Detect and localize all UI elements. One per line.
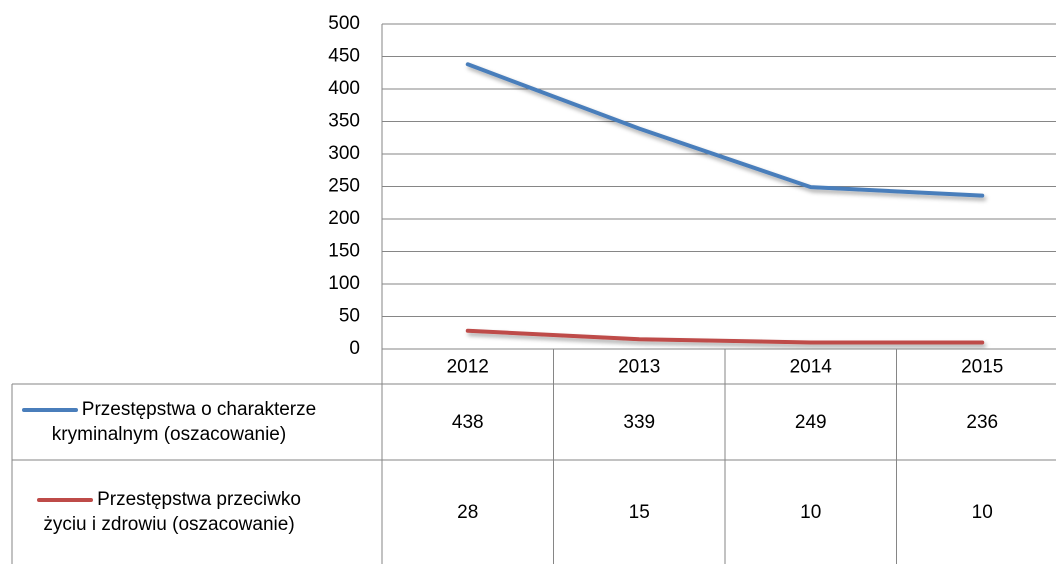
y-tick-label: 200 [328,208,360,229]
table-value: 28 [457,502,478,523]
legend-key [21,407,78,412]
y-tick-label: 150 [328,241,360,262]
table-value: 15 [629,502,650,523]
y-tick-label: 450 [328,46,360,67]
y-tick-label: 100 [328,273,360,294]
x-tick-label: 2012 [447,357,489,378]
legend-label: Przestępstwa o charakterze kryminalnym (… [51,399,317,445]
y-tick-label: 0 [349,338,360,359]
series-line [465,328,985,345]
y-tick-label: 350 [328,111,360,132]
table-value: 236 [966,412,998,433]
table-value: 10 [800,502,821,523]
legend-label: Przestępstwa przeciwko życiu i zdrowiu (… [43,489,301,535]
series-name-cell: Przestępstwa o charakterze kryminalnym (… [16,397,322,447]
legend-key [37,497,94,502]
x-tick-label: 2015 [961,357,1003,378]
y-tick-label: 250 [328,176,360,197]
y-tick-label: 300 [328,143,360,164]
y-tick-label: 500 [328,13,360,34]
y-tick-label: 50 [339,306,360,327]
table-value: 339 [623,412,655,433]
table-value: 10 [972,502,993,523]
x-tick-label: 2013 [618,357,660,378]
table-value: 438 [452,412,484,433]
series-line [465,62,985,198]
x-tick-label: 2014 [790,357,833,378]
table-value: 249 [795,412,827,433]
y-tick-label: 400 [328,78,360,99]
series-name-cell: Przestępstwa przeciwko życiu i zdrowiu (… [16,487,322,537]
